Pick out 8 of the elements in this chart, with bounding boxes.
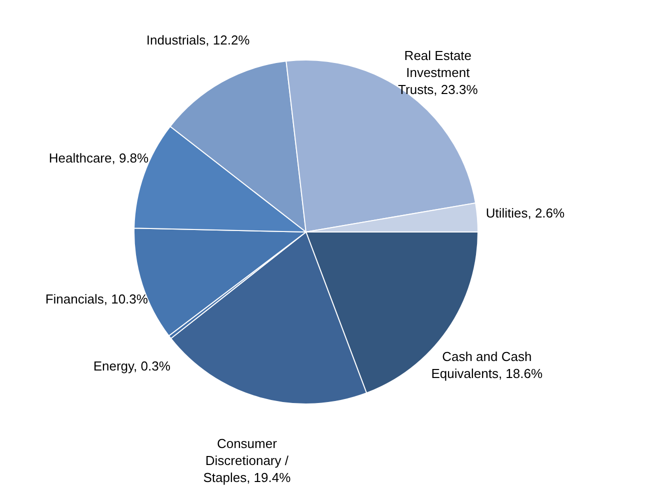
slice-label: Industrials, 12.2% [146,32,250,48]
slice-label: Energy, 0.3% [93,358,171,374]
slice-label: Real Estate Investment Trusts, 23.3% [398,48,478,97]
slice-label: Utilities, 2.6% [486,205,566,220]
slice-label: Cash and Cash Equivalents, 18.6% [431,349,543,382]
slice-label: Healthcare, 9.8% [48,150,150,166]
slice-label: Financials, 10.3% [45,292,148,307]
slice-label: Consumer Discretionary / Staples, 19.4% [203,436,292,485]
